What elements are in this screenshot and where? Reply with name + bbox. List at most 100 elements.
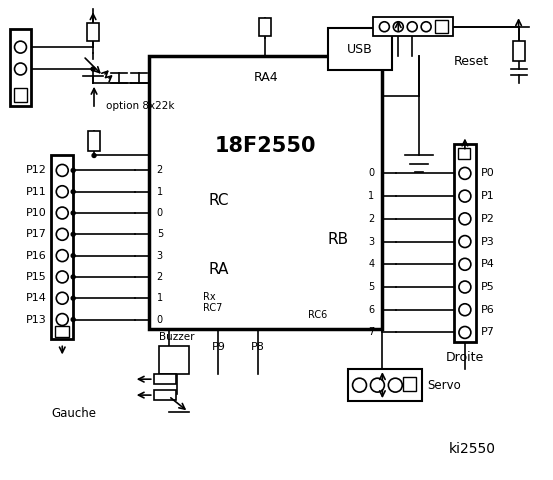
- Text: RC6: RC6: [308, 310, 327, 320]
- Text: P6: P6: [481, 305, 494, 315]
- Text: P10: P10: [25, 208, 46, 218]
- Text: P7: P7: [481, 327, 495, 337]
- Text: P15: P15: [25, 272, 46, 282]
- Bar: [435, 20, 448, 33]
- Bar: [403, 377, 416, 391]
- Text: 7: 7: [368, 327, 374, 337]
- Text: 1: 1: [156, 293, 163, 303]
- Text: Droite: Droite: [446, 351, 484, 364]
- Circle shape: [459, 281, 471, 293]
- Text: 6: 6: [368, 305, 374, 315]
- Bar: [458, 147, 470, 159]
- Circle shape: [459, 326, 471, 338]
- Circle shape: [71, 211, 75, 215]
- Circle shape: [71, 190, 75, 194]
- Text: Rx
RC7: Rx RC7: [204, 292, 223, 313]
- Circle shape: [459, 213, 471, 225]
- Text: Buzzer: Buzzer: [159, 333, 194, 342]
- Text: RA: RA: [208, 263, 229, 277]
- Text: P4: P4: [481, 259, 495, 269]
- Circle shape: [71, 275, 75, 279]
- Circle shape: [56, 271, 68, 283]
- Circle shape: [56, 186, 68, 198]
- Text: 1: 1: [156, 187, 163, 197]
- Bar: [454, 144, 476, 342]
- Circle shape: [459, 168, 471, 180]
- Text: Servo: Servo: [427, 379, 461, 392]
- Text: P0: P0: [481, 168, 494, 179]
- Text: Gauche: Gauche: [51, 408, 96, 420]
- Circle shape: [91, 67, 95, 71]
- Text: 5: 5: [368, 282, 374, 292]
- Text: 3: 3: [368, 237, 374, 247]
- Bar: [513, 41, 525, 61]
- Text: P16: P16: [25, 251, 46, 261]
- Circle shape: [459, 304, 471, 316]
- Circle shape: [56, 313, 68, 325]
- Circle shape: [459, 190, 471, 202]
- Circle shape: [459, 258, 471, 270]
- Text: RB: RB: [328, 232, 349, 248]
- Bar: [154, 390, 176, 400]
- Text: option 8x22k: option 8x22k: [106, 101, 175, 111]
- Text: P11: P11: [25, 187, 46, 197]
- Bar: [328, 28, 392, 70]
- Text: 4: 4: [368, 259, 374, 269]
- Text: 1: 1: [368, 191, 374, 201]
- Circle shape: [71, 296, 75, 300]
- Bar: [149, 56, 382, 329]
- Circle shape: [71, 253, 75, 258]
- Bar: [348, 369, 422, 401]
- Text: P2: P2: [481, 214, 495, 224]
- Bar: [88, 131, 100, 151]
- Circle shape: [71, 168, 75, 172]
- Text: 5: 5: [156, 229, 163, 240]
- Bar: [259, 18, 271, 36]
- Text: RA4: RA4: [253, 72, 278, 84]
- Circle shape: [92, 154, 96, 157]
- Text: 2: 2: [156, 166, 163, 175]
- Text: 0: 0: [368, 168, 374, 179]
- Text: USB: USB: [347, 43, 373, 56]
- Text: 0: 0: [156, 314, 163, 324]
- Circle shape: [379, 22, 389, 32]
- Circle shape: [421, 22, 431, 32]
- Circle shape: [388, 378, 402, 392]
- Text: Reset: Reset: [454, 55, 489, 68]
- Circle shape: [14, 41, 27, 53]
- Text: P12: P12: [25, 166, 46, 175]
- Circle shape: [56, 165, 68, 176]
- Text: P9: P9: [211, 342, 225, 352]
- Text: P8: P8: [251, 342, 265, 352]
- Bar: [9, 29, 32, 106]
- Circle shape: [393, 22, 403, 32]
- Circle shape: [56, 207, 68, 219]
- Bar: [13, 88, 28, 102]
- Circle shape: [56, 250, 68, 262]
- Text: 3: 3: [156, 251, 163, 261]
- Bar: [51, 156, 73, 339]
- Circle shape: [56, 228, 68, 240]
- Text: P17: P17: [25, 229, 46, 240]
- Text: 0: 0: [156, 208, 163, 218]
- Text: 2: 2: [156, 272, 163, 282]
- Text: RC: RC: [208, 193, 229, 208]
- Text: 18F2550: 18F2550: [215, 135, 316, 156]
- Bar: [159, 347, 189, 374]
- Text: P13: P13: [25, 314, 46, 324]
- Circle shape: [353, 378, 367, 392]
- Text: P5: P5: [481, 282, 494, 292]
- Bar: [373, 17, 453, 36]
- Bar: [87, 23, 99, 41]
- Bar: [55, 325, 69, 337]
- Circle shape: [14, 63, 27, 75]
- Circle shape: [56, 292, 68, 304]
- Circle shape: [71, 318, 75, 322]
- Text: ki2550: ki2550: [449, 442, 496, 456]
- Circle shape: [71, 232, 75, 236]
- Circle shape: [371, 378, 384, 392]
- Circle shape: [459, 236, 471, 248]
- Text: 2: 2: [368, 214, 374, 224]
- Text: P14: P14: [25, 293, 46, 303]
- Bar: [154, 374, 176, 384]
